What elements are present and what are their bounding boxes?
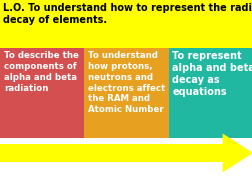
Bar xyxy=(168,48,252,138)
Text: To understand
how protons,
neutrons and
electrons affect
the RAM and
Atomic Numb: To understand how protons, neutrons and … xyxy=(88,51,165,114)
Bar xyxy=(0,0,252,48)
Polygon shape xyxy=(222,133,252,173)
Bar xyxy=(0,144,222,162)
Bar xyxy=(0,48,84,138)
Text: To describe the
components of
alpha and beta
radiation: To describe the components of alpha and … xyxy=(4,51,78,93)
Text: To represent
alpha and beta
decay as
equations: To represent alpha and beta decay as equ… xyxy=(172,51,252,97)
Text: L.O. To understand how to represent the radioactive
decay of elements.: L.O. To understand how to represent the … xyxy=(3,3,252,25)
Bar xyxy=(84,48,168,138)
